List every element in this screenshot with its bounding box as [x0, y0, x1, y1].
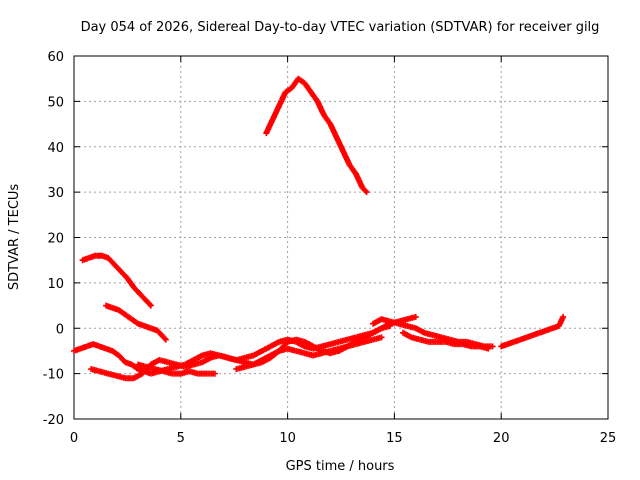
data-trace — [506, 339, 516, 347]
y-tick-label: -10 — [43, 368, 64, 383]
data-trace — [337, 344, 349, 354]
data-trace — [321, 113, 333, 126]
data-trace — [296, 76, 307, 86]
data-series — [71, 75, 567, 382]
data-trace — [302, 81, 314, 94]
x-tick-label: 15 — [386, 431, 403, 446]
data-trace — [106, 256, 117, 267]
data-point — [489, 343, 496, 350]
data-trace — [512, 337, 522, 345]
data-trace — [104, 303, 114, 311]
x-tick-label: 10 — [279, 431, 296, 446]
data-trace — [91, 341, 101, 349]
series-arc-low-c — [135, 361, 218, 377]
axis-ticks: 0 5 10 15 20 25 -20 -10 0 10 20 30 40 50 60 — [43, 50, 617, 446]
y-tick-label: -20 — [43, 413, 64, 428]
series-arc-mid — [370, 316, 496, 350]
data-point — [560, 313, 567, 320]
data-point — [378, 334, 385, 341]
data-trace — [116, 353, 128, 365]
data-trace — [123, 312, 134, 322]
y-tick-label: 0 — [56, 322, 64, 337]
data-trace — [143, 323, 153, 331]
series-arc-high — [263, 75, 370, 196]
data-trace — [85, 341, 95, 349]
data-trace — [155, 328, 164, 337]
data-trace — [277, 340, 290, 353]
x-tick-label: 20 — [493, 431, 510, 446]
data-point — [485, 345, 492, 352]
data-trace — [519, 334, 529, 342]
x-tick-label: 5 — [177, 431, 185, 446]
series-arc-late — [498, 313, 567, 350]
data-trace — [159, 333, 168, 342]
data-trace — [117, 308, 127, 317]
data-trace — [149, 325, 159, 333]
data-trace — [138, 292, 149, 303]
data-point — [412, 313, 419, 320]
series-arc-low-d — [233, 322, 394, 373]
data-trace — [104, 346, 114, 354]
series-arc-5 — [103, 302, 169, 343]
data-trace — [79, 344, 89, 352]
y-tick-label: 20 — [47, 232, 64, 247]
data-trace — [360, 185, 369, 194]
data-trace — [260, 344, 273, 354]
data-trace — [531, 330, 541, 338]
data-trace — [347, 163, 358, 176]
data-trace — [100, 253, 110, 261]
data-trace — [130, 362, 140, 372]
data-point — [162, 336, 169, 343]
data-trace — [538, 328, 548, 336]
y-tick-label: 50 — [47, 95, 64, 110]
data-trace — [110, 348, 121, 358]
x-tick-label: 25 — [600, 431, 617, 446]
data-trace — [111, 305, 121, 313]
y-axis-title: SDTVAR / TECUs — [7, 184, 22, 291]
data-trace — [123, 359, 134, 367]
chart-title: Day 054 of 2026, Sidereal Day-to-day VTE… — [81, 20, 600, 35]
y-tick-label: 10 — [47, 277, 64, 292]
data-trace — [525, 332, 535, 340]
data-point — [363, 189, 370, 196]
data-trace — [144, 299, 153, 308]
y-tick-label: 60 — [47, 50, 64, 65]
data-trace — [268, 348, 281, 360]
data-trace — [551, 323, 561, 331]
data-trace — [544, 325, 554, 333]
data-trace — [119, 269, 130, 281]
data-trace — [130, 317, 140, 326]
data-point — [211, 370, 218, 377]
data-trace — [499, 341, 509, 349]
data-trace — [136, 321, 146, 329]
y-tick-label: 40 — [47, 141, 64, 156]
data-point — [147, 302, 154, 309]
x-tick-label: 0 — [70, 431, 78, 446]
data-trace — [131, 285, 143, 297]
data-trace — [309, 90, 320, 104]
data-trace — [98, 344, 108, 352]
data-trace — [87, 253, 97, 261]
data-trace — [136, 366, 146, 374]
series-arc-15 — [79, 252, 154, 309]
y-tick-label: 30 — [47, 186, 64, 201]
data-trace — [81, 255, 91, 263]
data-trace — [94, 252, 104, 259]
x-axis-title: GPS time / hours — [286, 459, 395, 474]
data-trace — [72, 346, 82, 354]
data-trace — [283, 85, 294, 95]
data-trace — [112, 262, 123, 274]
data-trace — [125, 276, 136, 290]
series-arc-mid-b — [399, 329, 492, 352]
